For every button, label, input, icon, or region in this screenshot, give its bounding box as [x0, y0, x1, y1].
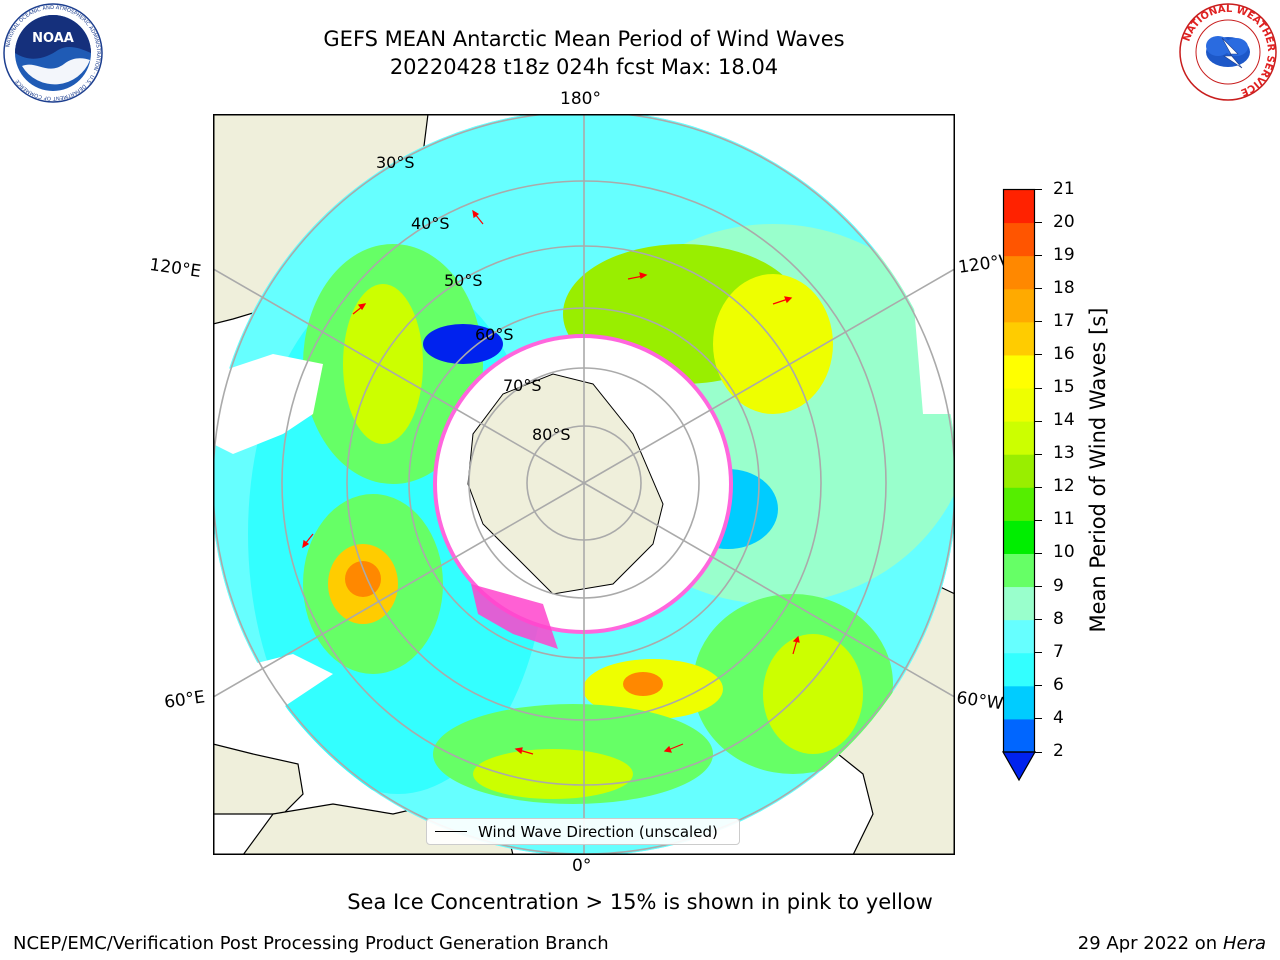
- footer-machine: Hera: [1222, 933, 1266, 954]
- lat-label-70s: 70°S: [503, 376, 542, 395]
- colorbar-block: [1003, 222, 1035, 257]
- nws-logo: NATIONAL WEATHER SERVICE: [1179, 3, 1277, 101]
- legend-line-icon: [435, 831, 467, 832]
- no-data-areas: [213, 274, 955, 724]
- colorbar-block: [1003, 520, 1035, 554]
- colorbar-block: [1003, 255, 1035, 290]
- colorbar-block: [1003, 354, 1035, 389]
- colorbar-block: [1003, 454, 1035, 488]
- colorbar-block: [1003, 388, 1035, 422]
- sea-ice-note: Sea Ice Concentration > 15% is shown in …: [347, 890, 933, 914]
- colorbar-tick-label: 14: [1053, 410, 1075, 431]
- land-madagascar: [213, 743, 304, 815]
- colorbar-block: [1003, 586, 1035, 621]
- colorbar-block: [1003, 189, 1035, 224]
- colorbar-block: [1003, 652, 1035, 687]
- colorbar-blocks: [1003, 189, 1035, 753]
- lat-label-40s: 40°S: [411, 214, 450, 233]
- map-frame: [213, 114, 955, 855]
- colorbar-tick-label: 15: [1053, 377, 1075, 398]
- colorbar-tick-mark: [1035, 255, 1042, 257]
- legend-label: Wind Wave Direction (unscaled): [478, 823, 718, 841]
- colorbar-tick-mark: [1035, 486, 1042, 488]
- wind-wave-arrows: [302, 209, 800, 755]
- colorbar-tick-mark: [1035, 189, 1042, 190]
- colorbar-tick-mark: [1035, 354, 1042, 356]
- colorbar-tick-label: 9: [1053, 575, 1064, 596]
- land-antarctica: [467, 373, 664, 595]
- colorbar-tick-label: 6: [1053, 674, 1064, 695]
- lightning-icon: [1221, 37, 1243, 69]
- colorbar-tick-label: 21: [1053, 178, 1075, 199]
- page-title: GEFS MEAN Antarctic Mean Period of Wind …: [323, 27, 845, 51]
- footer-credit: NCEP/EMC/Verification Post Processing Pr…: [13, 933, 609, 954]
- colorbar-tick-label: 19: [1053, 244, 1075, 265]
- colorbar-tick-label: 8: [1053, 608, 1064, 629]
- colorbar-tick-label: 13: [1053, 443, 1075, 464]
- colorbar-tick-mark: [1035, 652, 1042, 654]
- colorbar-block: [1003, 321, 1035, 356]
- colorbar-block: [1003, 288, 1035, 323]
- colorbar-tick-label: 7: [1053, 641, 1064, 662]
- colorbar-tick-mark: [1035, 685, 1042, 687]
- polar-map: [213, 114, 955, 855]
- forecast-subtitle: 20220428 t18z 024h fcst Max: 18.04: [389, 55, 779, 79]
- colorbar-tick-mark: [1035, 586, 1042, 588]
- colorbar-tick-label: 4: [1053, 707, 1064, 728]
- colorbar-tick-mark: [1035, 288, 1042, 290]
- colorbar-tick-label: 17: [1053, 310, 1075, 331]
- colorbar-tick-label: 20: [1053, 211, 1075, 232]
- colorbar-tick-mark: [1035, 387, 1042, 389]
- colorbar: [1001, 188, 1037, 782]
- colorbar-tick-label: 2: [1053, 741, 1064, 761]
- colorbar-tick-mark: [1035, 619, 1042, 621]
- colorbar-tick-label: 11: [1053, 509, 1075, 530]
- colorbar-tick-mark: [1035, 718, 1042, 720]
- colorbar-tick-mark: [1035, 552, 1042, 554]
- colorbar-tick-label: 18: [1053, 277, 1075, 298]
- colorbar-tick-label: 10: [1053, 542, 1075, 563]
- lat-label-80s: 80°S: [532, 425, 571, 444]
- colorbar-block: [1003, 421, 1035, 455]
- footer-date: 29 Apr 2022 on Hera: [1077, 933, 1266, 954]
- lon-label-180: 180°: [560, 89, 601, 109]
- colorbar-block: [1003, 718, 1035, 753]
- noaa-logo: NOAA NATIONAL OCEANIC AND ATMOSPHERIC AD…: [3, 3, 103, 103]
- lon-label-60w: 60°W: [955, 688, 1005, 715]
- colorbar-block: [1003, 685, 1035, 720]
- svg-text:NOAA: NOAA: [32, 31, 74, 46]
- lon-label-60e: 60°E: [163, 687, 207, 713]
- colorbar-tick-mark: [1035, 222, 1042, 224]
- colorbar-tick-mark: [1035, 420, 1042, 422]
- lon-label-0: 0°: [572, 856, 592, 876]
- lat-label-60s: 60°S: [475, 325, 514, 344]
- colorbar-tick-mark: [1035, 453, 1042, 455]
- colorbar-block: [1003, 487, 1035, 521]
- colorbar-tick-label: 16: [1053, 343, 1075, 364]
- map-legend: Wind Wave Direction (unscaled): [426, 818, 740, 845]
- colorbar-tick-mark: [1035, 321, 1042, 323]
- colorbar-tick-label: 12: [1053, 476, 1075, 497]
- colorbar-tick-mark: [1035, 519, 1042, 521]
- lat-label-30s: 30°S: [376, 153, 415, 172]
- colorbar-block: [1003, 553, 1035, 588]
- lon-label-120e: 120°E: [148, 255, 203, 283]
- colorbar-block: [1003, 619, 1035, 654]
- colorbar-tick-mark: [1035, 751, 1042, 753]
- lat-label-50s: 50°S: [444, 271, 483, 290]
- colorbar-under-arrow: [1001, 751, 1037, 782]
